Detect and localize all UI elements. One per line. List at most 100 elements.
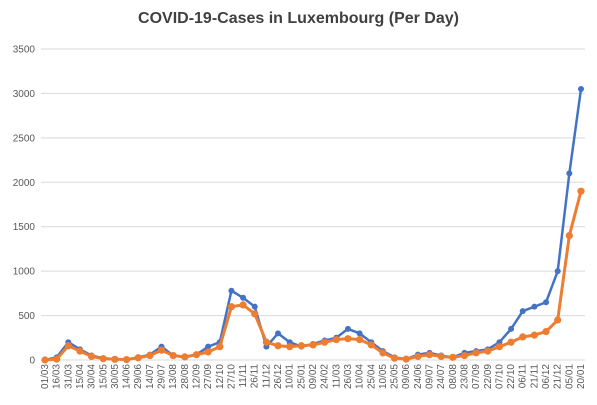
series-line xyxy=(44,88,583,362)
data-point xyxy=(519,333,527,341)
y-tick-label: 1000 xyxy=(13,267,36,278)
data-point xyxy=(577,187,585,195)
data-point xyxy=(88,352,96,361)
data-point xyxy=(449,353,457,361)
x-tick-label: 25/05 xyxy=(390,364,401,389)
y-tick-label: 500 xyxy=(18,311,35,322)
data-point xyxy=(356,330,363,337)
data-point xyxy=(216,343,224,351)
x-tick-label: 10/05 xyxy=(378,364,389,389)
x-tick-label: 22/10 xyxy=(506,364,517,389)
series-2 xyxy=(41,187,585,364)
data-point xyxy=(53,355,61,363)
x-tick-label: 11/03 xyxy=(331,364,342,389)
data-point xyxy=(181,353,189,361)
data-point xyxy=(414,352,422,361)
x-tick-label: 29/06 xyxy=(133,364,144,389)
data-point xyxy=(437,352,445,361)
data-point xyxy=(554,268,561,275)
y-axis-ticks: 0 500 1000 1500 2000 2500 3000 3500 xyxy=(13,45,36,367)
x-tick-label: 26/12 xyxy=(273,364,284,389)
data-point xyxy=(390,354,399,362)
series-1 xyxy=(42,85,584,363)
data-point xyxy=(169,351,177,360)
x-tick-label: 21/11 xyxy=(529,364,540,389)
data-point xyxy=(111,355,119,363)
data-point xyxy=(192,351,201,359)
data-point xyxy=(578,85,584,92)
y-tick-label: 0 xyxy=(29,356,35,367)
data-point xyxy=(251,310,259,318)
x-tick-label: 30/04 xyxy=(87,364,98,389)
data-point xyxy=(204,348,212,356)
data-point xyxy=(275,330,282,337)
x-tick-label: 24/02 xyxy=(320,364,331,389)
x-tick-label: 10/01 xyxy=(285,364,296,389)
x-tick-label: 24/06 xyxy=(413,364,424,389)
x-axis-ticks: 01/03 16/03 31/03 15/04 30/04 15/05 30/05 14/06… xyxy=(40,364,587,389)
data-point xyxy=(240,294,247,301)
x-tick-label: 20/01 xyxy=(576,364,587,389)
data-point xyxy=(484,347,492,355)
x-tick-label: 23/08 xyxy=(459,364,470,389)
x-tick-label: 26/03 xyxy=(343,364,354,389)
data-point xyxy=(356,335,364,344)
data-point xyxy=(274,342,282,350)
series-layer xyxy=(41,85,585,364)
series-line xyxy=(44,190,583,362)
data-point xyxy=(157,346,166,354)
x-tick-label: 31/03 xyxy=(63,364,74,389)
data-point xyxy=(309,341,317,349)
x-tick-label: 10/04 xyxy=(355,364,366,389)
x-tick-label: 08/08 xyxy=(448,364,459,389)
x-tick-label: 09/02 xyxy=(308,364,319,389)
data-point xyxy=(146,351,154,360)
data-point xyxy=(379,349,387,357)
data-point xyxy=(332,335,340,344)
data-point xyxy=(262,338,270,346)
x-tick-label: 22/09 xyxy=(483,364,494,389)
x-tick-label: 09/06 xyxy=(401,364,412,389)
data-point xyxy=(367,341,375,349)
data-point xyxy=(205,343,212,350)
data-point xyxy=(495,343,504,351)
x-tick-label: 21/12 xyxy=(553,364,564,389)
x-tick-label: 25/01 xyxy=(296,364,307,389)
data-point xyxy=(519,308,526,315)
data-point xyxy=(507,338,515,346)
x-tick-label: 11/11 xyxy=(238,364,249,388)
x-tick-label: 06/12 xyxy=(541,364,552,389)
data-point xyxy=(122,355,131,364)
data-point xyxy=(425,351,434,359)
data-point xyxy=(239,301,247,309)
y-tick-label: 2500 xyxy=(13,133,36,144)
x-tick-label: 16/03 xyxy=(52,364,63,389)
x-tick-label: 30/05 xyxy=(110,364,121,389)
y-tick-label: 1500 xyxy=(13,222,36,233)
data-point xyxy=(286,343,294,351)
data-point xyxy=(76,347,84,355)
data-point xyxy=(542,327,550,336)
data-point xyxy=(508,325,515,332)
x-tick-label: 14/07 xyxy=(145,364,156,389)
x-tick-label: 15/04 xyxy=(75,364,86,389)
x-tick-label: 27/09 xyxy=(203,364,214,389)
data-point xyxy=(543,299,550,306)
x-tick-label: 05/01 xyxy=(564,364,575,389)
data-point xyxy=(64,342,72,350)
x-tick-label: 07/09 xyxy=(471,364,482,389)
x-tick-label: 14/06 xyxy=(122,364,133,389)
x-tick-label: 12/09 xyxy=(191,364,202,389)
data-point xyxy=(472,349,480,357)
data-point xyxy=(227,303,236,311)
data-point xyxy=(228,287,235,294)
data-point xyxy=(321,338,329,346)
data-point xyxy=(402,355,410,363)
data-point xyxy=(554,316,562,324)
x-tick-label: 13/08 xyxy=(168,364,179,389)
x-tick-label: 26/11 xyxy=(250,364,261,389)
data-point xyxy=(41,356,49,364)
x-tick-label: 09/07 xyxy=(425,364,436,389)
data-point xyxy=(565,232,573,240)
